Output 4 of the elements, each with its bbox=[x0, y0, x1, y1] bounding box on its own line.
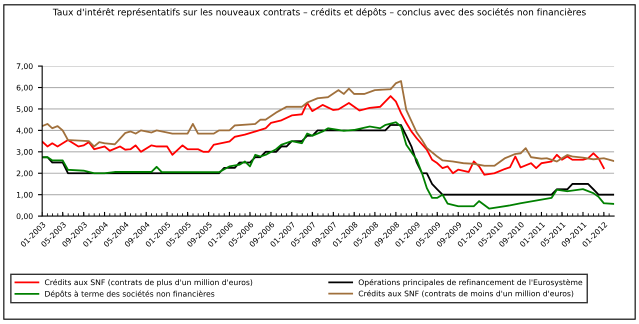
line-series bbox=[42, 95, 605, 176]
line-series bbox=[42, 121, 614, 210]
line-series bbox=[42, 80, 614, 167]
chart-title: Taux d'intérêt représentatifs sur les nouveaux contrats – crédits et dépôts – conclus avec des sociétés non financières bbox=[52, 8, 586, 18]
